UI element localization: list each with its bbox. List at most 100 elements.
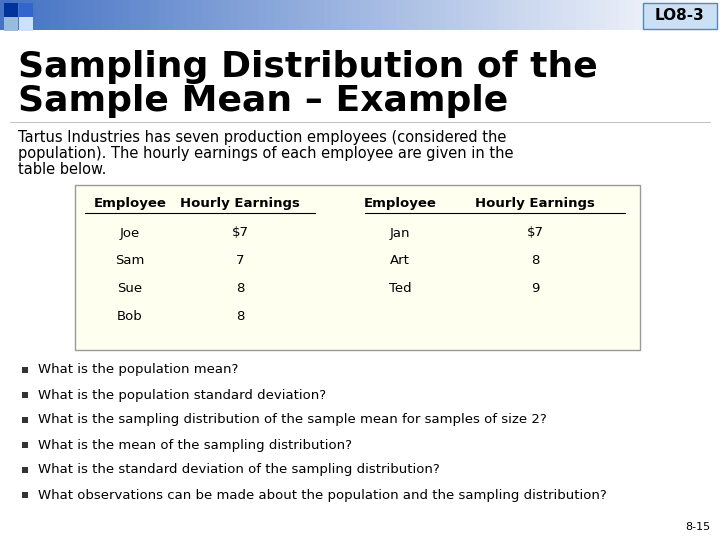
- Bar: [382, 0, 389, 30]
- Text: Employee: Employee: [364, 197, 436, 210]
- Bar: [454, 0, 461, 30]
- Bar: [58, 0, 65, 30]
- Bar: [108, 0, 115, 30]
- Text: Art: Art: [390, 254, 410, 267]
- Bar: [634, 0, 641, 30]
- Text: Hourly Earnings: Hourly Earnings: [475, 197, 595, 210]
- Text: What observations can be made about the population and the sampling distribution: What observations can be made about the …: [38, 489, 607, 502]
- Bar: [374, 0, 382, 30]
- Bar: [468, 0, 475, 30]
- Bar: [655, 0, 662, 30]
- FancyBboxPatch shape: [643, 3, 717, 29]
- Bar: [19, 3, 33, 17]
- Bar: [274, 0, 281, 30]
- Bar: [115, 0, 122, 30]
- Bar: [252, 0, 259, 30]
- Bar: [367, 0, 374, 30]
- Bar: [216, 0, 223, 30]
- Bar: [569, 0, 576, 30]
- Bar: [36, 0, 43, 30]
- Text: Jan: Jan: [390, 226, 410, 240]
- Bar: [547, 0, 554, 30]
- Bar: [418, 0, 425, 30]
- Bar: [490, 0, 497, 30]
- Bar: [137, 0, 144, 30]
- Text: What is the sampling distribution of the sample mean for samples of size 2?: What is the sampling distribution of the…: [38, 414, 546, 427]
- Bar: [317, 0, 324, 30]
- Bar: [288, 0, 295, 30]
- Bar: [180, 0, 187, 30]
- Bar: [151, 0, 158, 30]
- Bar: [173, 0, 180, 30]
- Bar: [187, 0, 194, 30]
- Bar: [324, 0, 331, 30]
- Bar: [266, 0, 274, 30]
- Bar: [22, 417, 28, 423]
- Bar: [338, 0, 346, 30]
- Text: $7: $7: [526, 226, 544, 240]
- Text: 8: 8: [531, 254, 539, 267]
- Bar: [432, 0, 439, 30]
- Bar: [612, 0, 619, 30]
- Bar: [641, 0, 648, 30]
- Text: $7: $7: [232, 226, 248, 240]
- Bar: [518, 0, 526, 30]
- Bar: [403, 0, 410, 30]
- Bar: [540, 0, 547, 30]
- Bar: [497, 0, 504, 30]
- Bar: [22, 467, 28, 473]
- Text: population). The hourly earnings of each employee are given in the: population). The hourly earnings of each…: [18, 146, 513, 161]
- Bar: [511, 0, 518, 30]
- Text: Sam: Sam: [115, 254, 145, 267]
- Bar: [626, 0, 634, 30]
- Bar: [331, 0, 338, 30]
- Bar: [713, 0, 720, 30]
- Bar: [0, 0, 7, 30]
- Bar: [533, 0, 540, 30]
- Bar: [238, 0, 245, 30]
- Bar: [22, 367, 28, 373]
- Text: Sampling Distribution of the: Sampling Distribution of the: [18, 50, 598, 84]
- Bar: [670, 0, 677, 30]
- Bar: [122, 0, 130, 30]
- Bar: [691, 0, 698, 30]
- Bar: [482, 0, 490, 30]
- Text: Employee: Employee: [94, 197, 166, 210]
- Text: Hourly Earnings: Hourly Earnings: [180, 197, 300, 210]
- Bar: [79, 0, 86, 30]
- Bar: [86, 0, 94, 30]
- Bar: [598, 0, 605, 30]
- Bar: [281, 0, 288, 30]
- Bar: [410, 0, 418, 30]
- Bar: [158, 0, 166, 30]
- Text: table below.: table below.: [18, 162, 107, 177]
- Bar: [619, 0, 626, 30]
- Bar: [144, 0, 151, 30]
- Bar: [360, 0, 367, 30]
- Bar: [7, 0, 14, 30]
- Bar: [194, 0, 202, 30]
- Text: LO8-3: LO8-3: [655, 9, 705, 24]
- Bar: [223, 0, 230, 30]
- Text: Sample Mean – Example: Sample Mean – Example: [18, 84, 508, 118]
- Bar: [310, 0, 317, 30]
- Text: What is the standard deviation of the sampling distribution?: What is the standard deviation of the sa…: [38, 463, 440, 476]
- Bar: [526, 0, 533, 30]
- Bar: [22, 442, 28, 448]
- Bar: [389, 0, 396, 30]
- Text: Ted: Ted: [389, 282, 411, 295]
- Bar: [43, 0, 50, 30]
- Bar: [677, 0, 684, 30]
- Bar: [562, 0, 569, 30]
- Bar: [94, 0, 101, 30]
- Bar: [29, 0, 36, 30]
- Bar: [706, 0, 713, 30]
- Bar: [209, 0, 216, 30]
- Bar: [230, 0, 238, 30]
- Bar: [19, 17, 33, 31]
- Bar: [554, 0, 562, 30]
- Bar: [72, 0, 79, 30]
- Bar: [14, 0, 22, 30]
- Text: Bob: Bob: [117, 310, 143, 323]
- Bar: [202, 0, 209, 30]
